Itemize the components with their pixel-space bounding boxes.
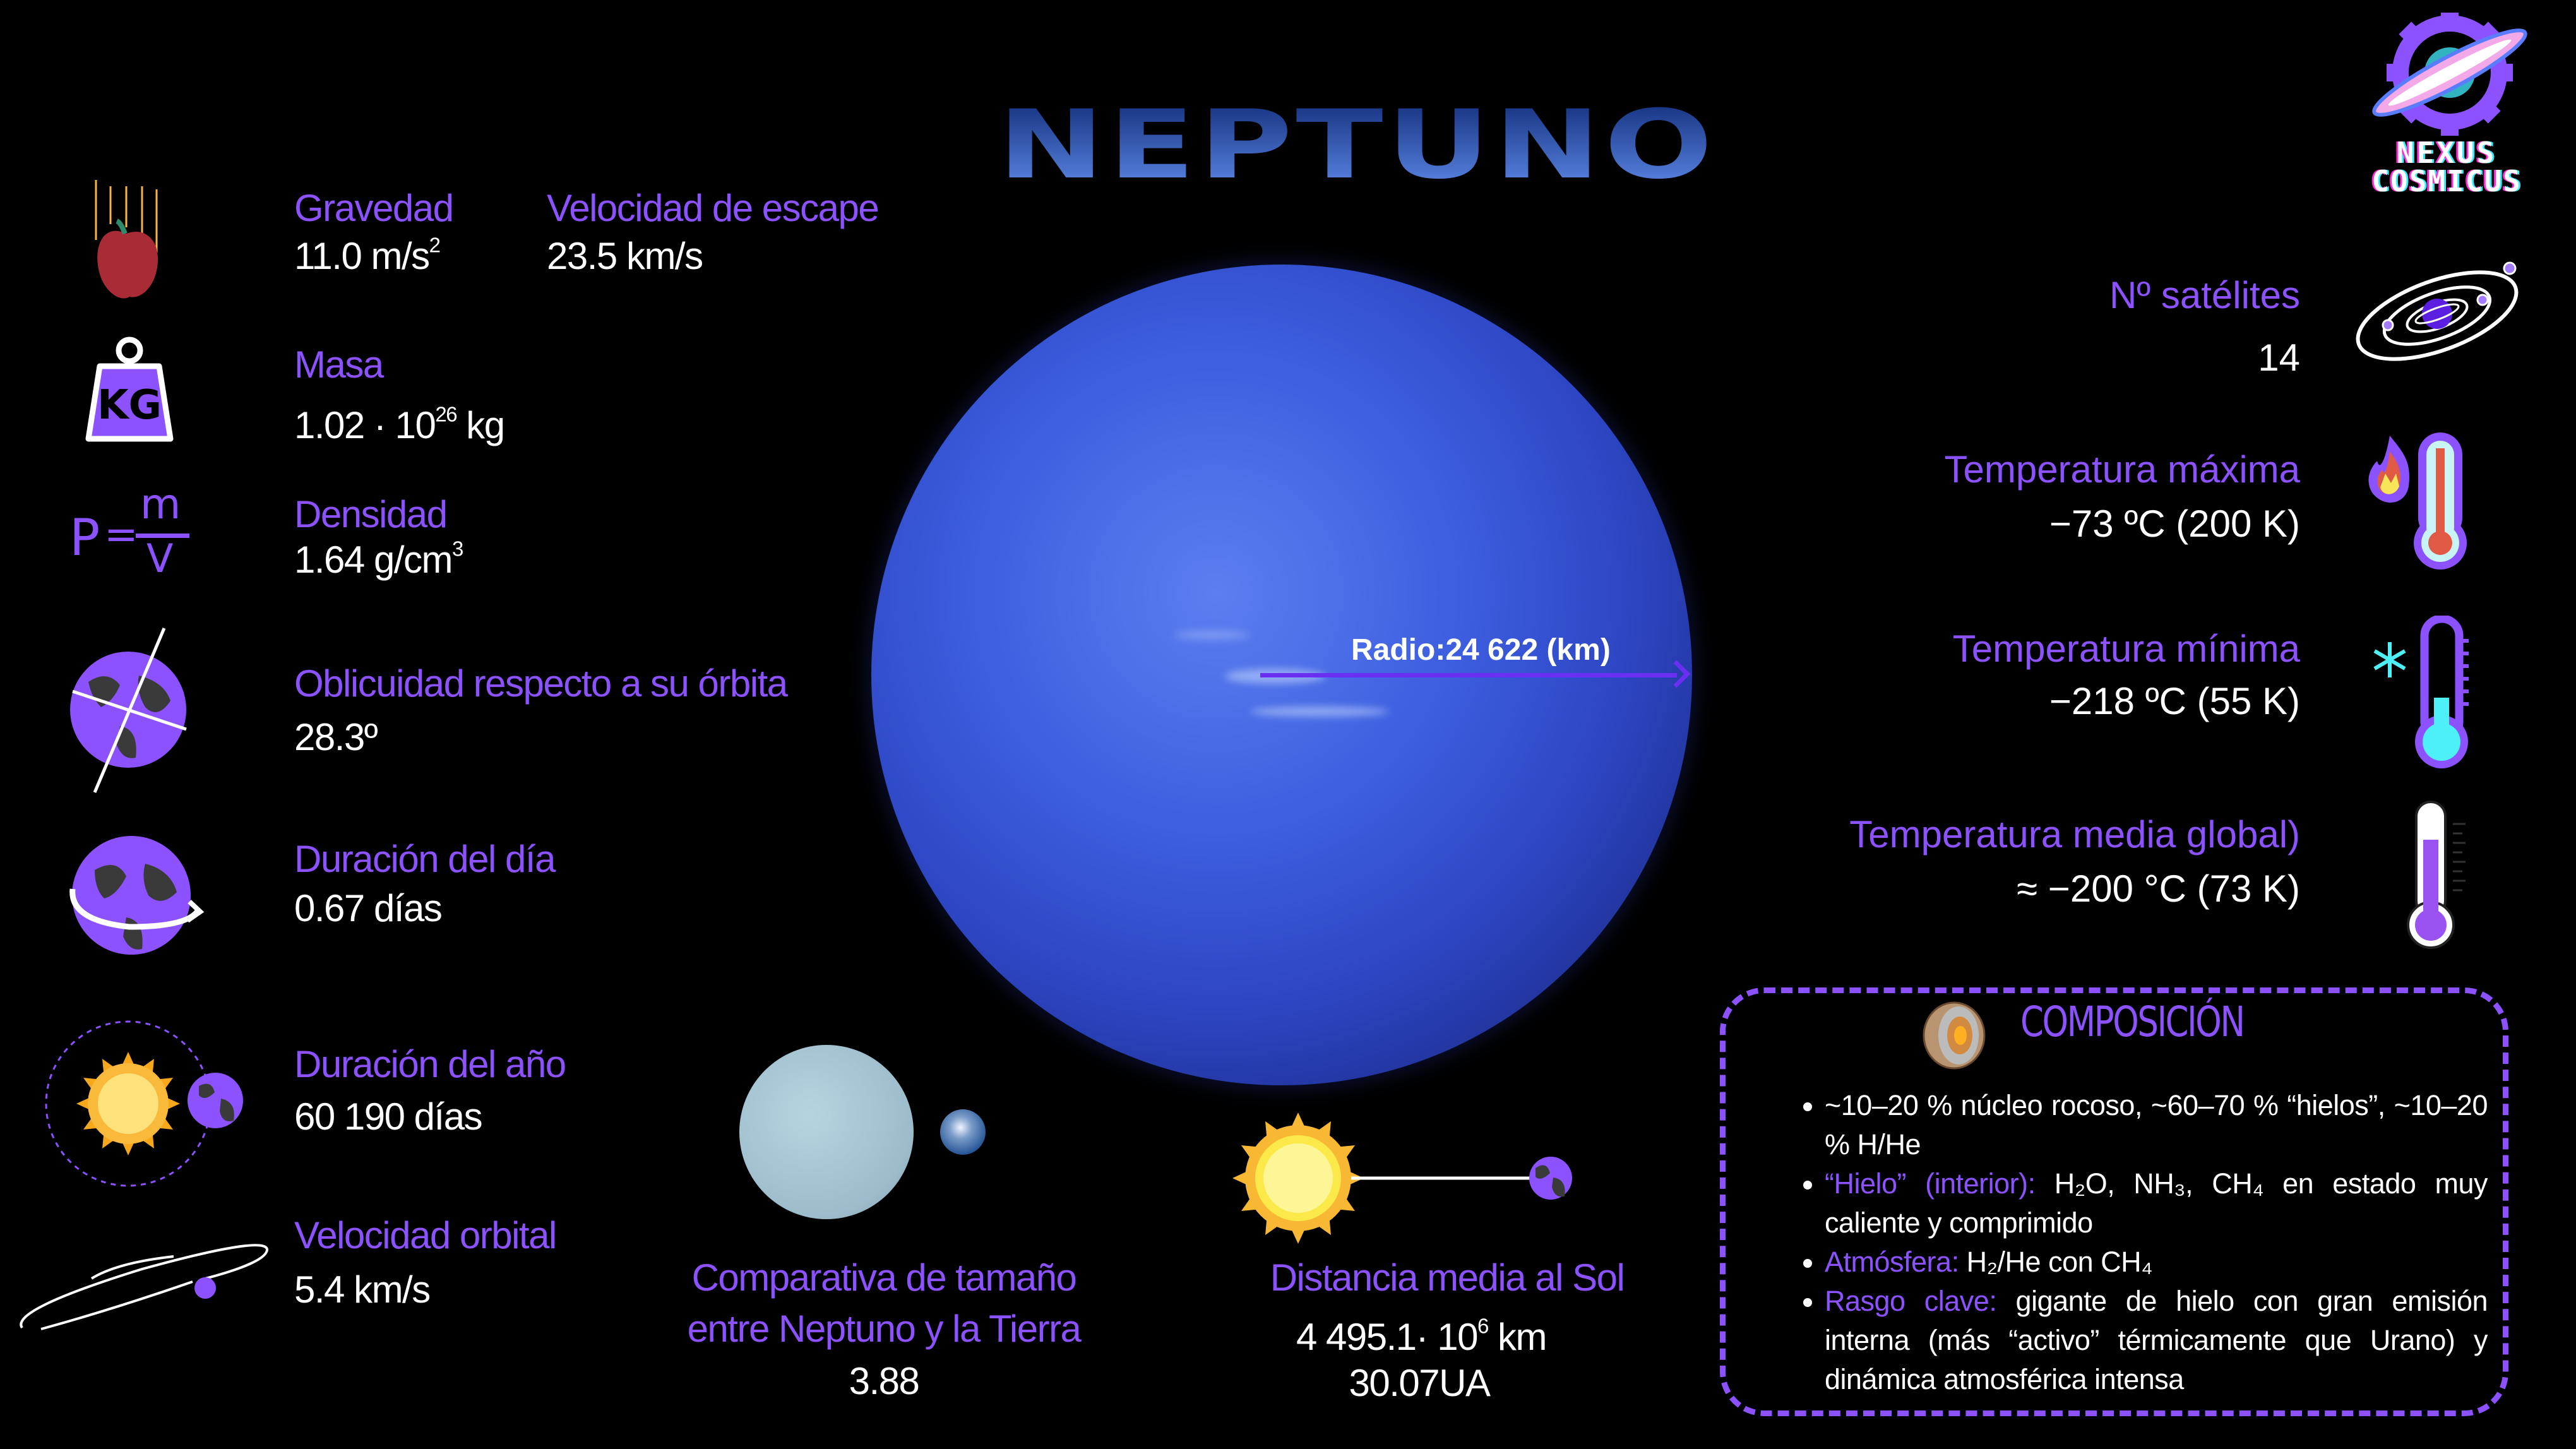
radius-label: Radio:24 622 (km) [1351,633,1611,667]
composition-title: COMPOSICIÓN [2020,998,2245,1046]
year-length-label: Duración del año [294,1043,566,1085]
distance-au-value: 30.07UA [1349,1362,1491,1404]
min-temp-label: Temperatura mínima [1952,628,2300,670]
orbital-speed-value: 5.4 km/s [294,1268,431,1311]
year-length-value: 60 190 días [294,1095,483,1138]
escape-velocity-value: 23.5 km/s [547,235,703,277]
size-compare-value: 3.88 [849,1360,920,1402]
composition-item: Atmósfera: H₂/He con CH₄ [1825,1243,2488,1282]
gravity-value: 11.0 m/s2 [294,233,441,277]
max-temp-value: −73 ºC (200 K) [2049,503,2300,545]
thermometer-icon [2407,801,2466,949]
sun-distance-icon [1232,1112,1572,1244]
logo-text-nexus: NEXUS [2396,136,2497,170]
cold-thermometer-icon [2373,616,2469,768]
distance-label: Distancia media al Sol [1270,1256,1625,1299]
density-label: Densidad [294,493,448,535]
composition-panel [1720,987,2508,1416]
logo-gear-icon [2372,9,2527,136]
satellites-label: Nº satélites [2109,274,2300,316]
satellites-value: 14 [2258,337,2300,379]
earth-image [940,1109,986,1155]
radius-arrow [1260,673,1677,677]
distance-km-value: 4 495.1· 106 km [1296,1314,1547,1358]
tilted-globe-icon [70,628,187,793]
size-compare-line2: entre Neptuno y la Tierra [687,1308,1082,1350]
density-formula-icon: P = m V [69,480,196,581]
day-length-value: 0.67 días [294,887,443,929]
solar-system-icon [2356,261,2519,361]
kg-text: KG [97,382,162,429]
mass-value: 1.02 · 1026 kg [294,402,505,446]
mass-label: Masa [294,343,384,386]
page-title: NEPTUNO [998,90,1717,200]
composition-item: Rasgo clave: gigante de hielo con gran e… [1825,1282,2488,1399]
logo-text-cosmicus: COSMICUS [2371,164,2522,198]
falling-apple-icon [95,180,158,299]
sun-orbit-icon [45,1020,243,1187]
orbital-speed-label: Velocidad orbital [294,1214,557,1256]
composition-list: ~10–20 % núcleo rocoso, ~60–70 % “hielos… [1799,1086,2488,1399]
hot-thermometer-icon [2368,432,2467,569]
logo: NEXUS COSMICUS [2336,9,2557,198]
avg-temp-value: ≈ −200 °C (73 K) [2017,868,2300,910]
neptune-small-image [739,1045,914,1219]
day-length-label: Duración del día [294,838,556,880]
gravity-label: Gravedad [294,187,454,229]
obliquity-value: 28.3º [294,716,378,758]
min-temp-value: −218 ºC (55 K) [2049,680,2300,722]
composition-item: ~10–20 % núcleo rocoso, ~60–70 % “hielos… [1825,1086,2488,1164]
rotating-globe-icon [69,836,205,955]
composition-item: “Hielo” (interior): H₂O, NH₃, CH₄ en est… [1825,1164,2488,1243]
max-temp-label: Temperatura máxima [1944,448,2300,491]
escape-velocity-label: Velocidad de escape [547,187,880,229]
avg-temp-label: Temperatura media global) [1849,813,2300,856]
obliquity-label: Oblicuidad respecto a su órbita [294,662,788,705]
orbit-icon [20,1244,268,1330]
size-compare-line1: Comparativa de tamaño [691,1256,1077,1299]
planet-core-icon [1923,1001,1986,1070]
kg-weight-icon: KG [85,337,174,442]
density-value: 1.64 g/cm3 [294,537,463,581]
